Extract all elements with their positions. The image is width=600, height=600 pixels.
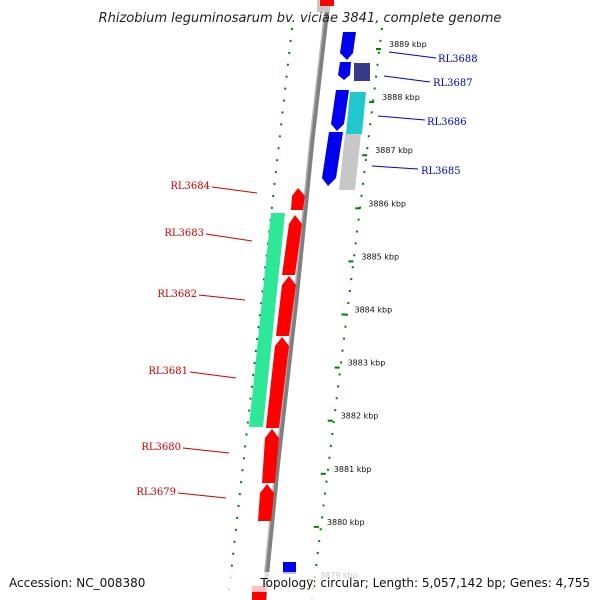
scale-tick-label: 3883 kbp [348,359,386,368]
gene-label-rl3688[interactable]: RL3688 [438,54,478,65]
gene-label-leader [205,233,253,242]
gene-label-leader [211,186,258,194]
hit-bar-gray [339,134,361,190]
cds-rl3685[interactable] [322,132,343,186]
gene-label-leader [182,447,230,454]
gene-label-leader [177,492,227,499]
hit-bar-green [249,213,285,427]
genome-summary-text: Topology: circular; Length: 5,057,142 bp… [259,576,590,590]
cds-rl3683[interactable] [282,215,302,275]
scale-tick-label: 3885 kbp [361,252,399,261]
scale-tick-label: 3880 kbp [327,518,365,527]
gene-label-leader [189,371,237,379]
reverse-gene-labels: RL3684 RL3683 RL3682 RL3681 RL3680 RL3679 [136,181,258,499]
scale-tick-label: 3886 kbp [368,199,406,208]
scale-tick-label: 3884 kbp [355,306,393,315]
gene-label-rl3682[interactable]: RL3682 [157,289,197,300]
forward-gene-labels: RL3688 RL3687 RL3686 RL3685 [371,51,478,177]
scale-tick-label: 3888 kbp [382,93,420,102]
hit-bar-cyan [346,92,366,134]
cds-rl3684[interactable] [291,188,305,210]
gene-label-rl3683[interactable]: RL3683 [164,228,204,239]
gene-label-rl3687[interactable]: RL3687 [433,78,473,89]
footer-background [0,572,600,592]
outer-dotted-guide-right [311,27,383,600]
scale-tick-label: 3887 kbp [375,146,413,155]
cds-rl3688[interactable] [340,32,356,60]
gene-label-rl3685[interactable]: RL3685 [421,166,461,177]
gene-label-rl3680[interactable]: RL3680 [141,442,181,453]
gene-label-leader [388,51,437,59]
gene-label-leader [371,165,419,170]
backbone-line [261,0,331,600]
gene-label-leader [383,75,431,83]
hit-bar-navy [354,63,370,81]
map-title: Rhizobium leguminosarum bv. viciae 3841,… [99,11,502,26]
gene-label-rl3679[interactable]: RL3679 [136,487,176,498]
gene-label-rl3686[interactable]: RL3686 [427,117,467,128]
cds-rl3686[interactable] [331,90,349,131]
accession-text: Accession: NC_008380 [9,576,145,590]
feature-bottom-blue [283,562,296,574]
gene-label-rl3681[interactable]: RL3681 [148,366,188,377]
scale-ticks: 3889 kbp 3888 kbp 3887 kbp 3886 kbp 3885 kbp… [307,40,427,581]
scale-tick-label: 3889 kbp [389,40,427,49]
scale-tick-label: 3881 kbp [334,465,372,474]
scale-tick-label: 3882 kbp [341,412,379,421]
gene-label-leader [198,294,246,301]
feature-top-red [320,0,334,6]
cds-rl3680[interactable] [262,429,279,483]
cds-rl3679[interactable] [258,484,274,521]
gene-label-leader [377,115,426,121]
gene-label-rl3684[interactable]: RL3684 [170,181,210,192]
cds-rl3687[interactable] [338,62,351,80]
cds-rl3681[interactable] [266,337,289,428]
cds-rl3682[interactable] [276,276,296,336]
